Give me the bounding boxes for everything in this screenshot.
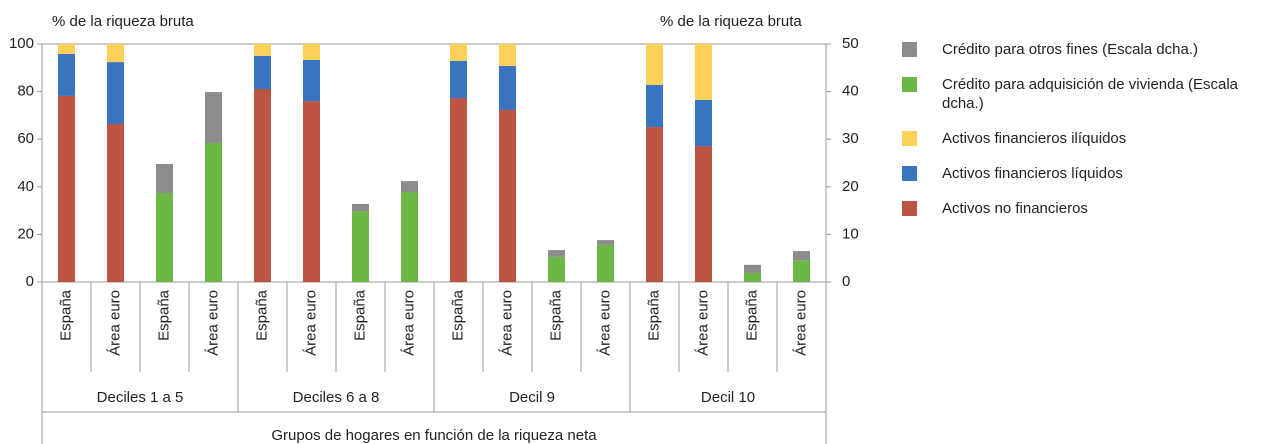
legend: Crédito para otros fines (Escala dcha.) C… — [902, 40, 1272, 234]
bar-segment — [254, 55, 271, 89]
x-tick-label: Área euro — [106, 290, 123, 356]
bar-segment — [646, 44, 663, 85]
bar-segment — [793, 251, 810, 261]
bar-segment — [401, 192, 418, 282]
bar-segment — [450, 44, 467, 61]
bar-segment — [205, 92, 222, 144]
x-tick-label: España — [253, 289, 270, 341]
y2-tick-label: 30 — [842, 130, 859, 147]
y-tick-label: 0 — [26, 273, 34, 290]
bar-segment — [254, 44, 271, 56]
y2-tick-label: 40 — [842, 83, 859, 100]
bar-segment — [156, 163, 173, 193]
bar-segment — [401, 181, 418, 193]
legend-swatch — [902, 42, 917, 57]
legend-item: Activos no financieros — [902, 199, 1272, 218]
chart: % de la riqueza bruta % de la riqueza br… — [9, 13, 859, 444]
x-tick-label: España — [743, 289, 760, 341]
group-label: Decil 9 — [509, 389, 555, 406]
bar-segment — [744, 272, 761, 282]
x-tick-label: Área euro — [498, 290, 515, 356]
y2-axis-label: % de la riqueza bruta — [660, 13, 802, 30]
y-tick-label: 60 — [17, 130, 34, 147]
group-label: Decil 10 — [701, 389, 755, 406]
bar-segment — [499, 44, 516, 66]
x-tick-label: Área euro — [694, 290, 711, 356]
bar-segment — [499, 109, 516, 283]
legend-swatch — [902, 166, 917, 181]
bar-segment — [597, 244, 614, 282]
legend-swatch — [902, 201, 917, 216]
bar-segment — [695, 146, 712, 282]
x-tick-label: España — [57, 289, 74, 341]
y-axis-label: % de la riqueza bruta — [52, 13, 194, 30]
bar-segment — [254, 88, 271, 283]
x-tick-label: Área euro — [204, 290, 221, 356]
bar-segment — [450, 60, 467, 99]
bar-segment — [58, 53, 75, 96]
bar-segment — [646, 127, 663, 282]
bar-segment — [58, 95, 75, 282]
x-tick-label: España — [449, 289, 466, 341]
legend-item: Crédito para adquisición de vivienda (Es… — [902, 75, 1272, 113]
bar-segment — [744, 264, 761, 273]
bar-segment — [450, 98, 467, 282]
x-tick-label: España — [155, 289, 172, 341]
bar-segment — [156, 192, 173, 282]
group-label: Deciles 6 a 8 — [293, 389, 380, 406]
x-axis-label: Grupos de hogares en función de la rique… — [271, 427, 597, 444]
legend-label: Crédito para otros fines (Escala dcha.) — [942, 41, 1198, 58]
x-tick-label: Área euro — [792, 290, 809, 356]
legend-label: Activos financieros líquidos — [942, 165, 1123, 182]
legend-item: Activos financieros líquidos — [902, 164, 1272, 183]
bar-segment — [107, 123, 124, 282]
group-label: Deciles 1 a 5 — [97, 389, 184, 406]
legend-label: Crédito para adquisición de vivienda (Es… — [942, 76, 1239, 112]
bar-segment — [58, 44, 75, 54]
y2-tick-label: 0 — [842, 273, 850, 290]
x-tick-label: España — [645, 289, 662, 341]
y2-tick-label: 50 — [842, 35, 859, 52]
bar-segment — [597, 240, 614, 245]
x-tick-label: España — [547, 289, 564, 341]
bar-segment — [303, 101, 320, 283]
x-tick-label: Área euro — [302, 290, 319, 356]
bar-segment — [548, 250, 565, 257]
legend-item: Activos financieros ilíquidos — [902, 129, 1272, 148]
bar-segment — [695, 44, 712, 100]
x-tick-label: Área euro — [400, 290, 417, 356]
y2-tick-label: 20 — [842, 178, 859, 195]
bar-segment — [107, 62, 124, 124]
legend-label: Activos no financieros — [942, 200, 1088, 217]
legend-item: Crédito para otros fines (Escala dcha.) — [902, 40, 1272, 59]
y-tick-label: 20 — [17, 225, 34, 242]
bar-segment — [352, 211, 369, 282]
bar-segment — [548, 256, 565, 282]
bar-segment — [793, 260, 810, 282]
bar-segment — [303, 59, 320, 102]
y-tick-label: 80 — [17, 83, 34, 100]
y-tick-label: 100 — [9, 35, 34, 52]
legend-swatch — [902, 131, 917, 146]
x-tick-label: España — [351, 289, 368, 341]
y-tick-label: 40 — [17, 178, 34, 195]
bar-segment — [646, 84, 663, 128]
legend-label: Activos financieros ilíquidos — [942, 130, 1127, 147]
bar-segment — [352, 203, 369, 212]
bar-segment — [695, 99, 712, 147]
bar-segment — [499, 65, 516, 110]
bar-segment — [303, 44, 320, 60]
legend-swatch — [902, 77, 917, 92]
x-tick-label: Área euro — [596, 290, 613, 356]
y2-tick-label: 10 — [842, 225, 859, 242]
bar-segment — [205, 143, 222, 282]
bar-segment — [107, 44, 124, 63]
